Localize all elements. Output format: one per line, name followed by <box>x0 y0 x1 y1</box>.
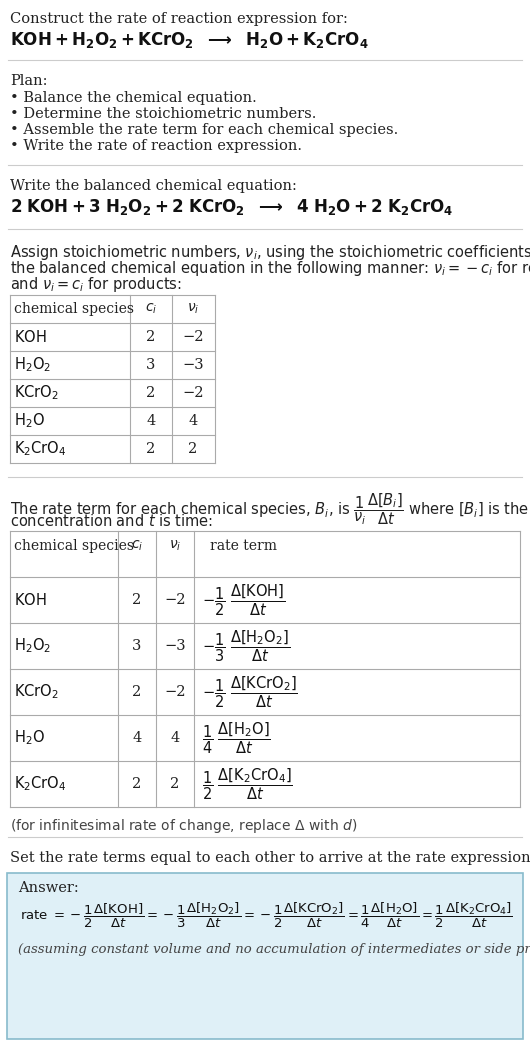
Text: Plan:: Plan: <box>10 74 48 88</box>
Text: $\mathbf{KOH + H_2O_2 + KCrO_2 \ \ \longrightarrow \ \ H_2O + K_2CrO_4}$: $\mathbf{KOH + H_2O_2 + KCrO_2 \ \ \long… <box>10 30 368 50</box>
Text: 4: 4 <box>146 414 156 428</box>
Text: $-\dfrac{1}{3}\ \dfrac{\Delta[\mathrm{H_2O_2}]}{\Delta t}$: $-\dfrac{1}{3}\ \dfrac{\Delta[\mathrm{H_… <box>202 628 290 664</box>
Text: • Assemble the rate term for each chemical species.: • Assemble the rate term for each chemic… <box>10 123 398 137</box>
Text: $\nu_i$: $\nu_i$ <box>187 302 199 316</box>
Text: $\mathrm{K_2CrO_4}$: $\mathrm{K_2CrO_4}$ <box>14 775 66 793</box>
Text: $\nu_i$: $\nu_i$ <box>169 539 181 553</box>
Text: 2: 2 <box>146 330 156 345</box>
Text: 4: 4 <box>188 414 198 428</box>
Text: −3: −3 <box>182 358 204 372</box>
Text: −3: −3 <box>164 639 186 652</box>
Text: $\mathrm{KOH}$: $\mathrm{KOH}$ <box>14 329 47 345</box>
Text: $\dfrac{1}{4}\ \dfrac{\Delta[\mathrm{H_2O}]}{\Delta t}$: $\dfrac{1}{4}\ \dfrac{\Delta[\mathrm{H_2… <box>202 720 271 756</box>
Text: $\mathbf{2\ KOH + 3\ H_2O_2 + 2\ KCrO_2 \ \ \longrightarrow \ \ 4\ H_2O + 2\ K_2: $\mathbf{2\ KOH + 3\ H_2O_2 + 2\ KCrO_2 … <box>10 197 453 217</box>
Text: • Balance the chemical equation.: • Balance the chemical equation. <box>10 91 257 105</box>
Text: −2: −2 <box>182 330 204 345</box>
Text: Set the rate terms equal to each other to arrive at the rate expression:: Set the rate terms equal to each other t… <box>10 851 530 865</box>
Text: 4: 4 <box>132 731 142 745</box>
Text: $\mathrm{H_2O}$: $\mathrm{H_2O}$ <box>14 729 45 748</box>
Text: Answer:: Answer: <box>18 881 79 895</box>
Text: 2: 2 <box>146 386 156 400</box>
Text: concentration and $t$ is time:: concentration and $t$ is time: <box>10 513 213 529</box>
Text: 2: 2 <box>132 777 142 791</box>
Text: $\mathrm{KCrO_2}$: $\mathrm{KCrO_2}$ <box>14 683 59 702</box>
Text: Assign stoichiometric numbers, $\nu_i$, using the stoichiometric coefficients, $: Assign stoichiometric numbers, $\nu_i$, … <box>10 243 530 262</box>
Text: $\mathrm{K_2CrO_4}$: $\mathrm{K_2CrO_4}$ <box>14 440 66 458</box>
Text: rate $= -\dfrac{1}{2}\dfrac{\Delta[\mathrm{KOH}]}{\Delta t}= -\dfrac{1}{3}\dfrac: rate $= -\dfrac{1}{2}\dfrac{\Delta[\math… <box>20 901 513 930</box>
Text: −2: −2 <box>182 386 204 400</box>
Text: Write the balanced chemical equation:: Write the balanced chemical equation: <box>10 179 297 193</box>
Text: 3: 3 <box>132 639 142 652</box>
Text: 2: 2 <box>146 442 156 456</box>
Text: (for infinitesimal rate of change, replace $\Delta$ with $d$): (for infinitesimal rate of change, repla… <box>10 817 357 835</box>
Text: $\mathrm{KCrO_2}$: $\mathrm{KCrO_2}$ <box>14 383 59 402</box>
Text: 4: 4 <box>170 731 180 745</box>
Text: The rate term for each chemical species, $B_i$, is $\dfrac{1}{\nu_i}\dfrac{\Delt: The rate term for each chemical species,… <box>10 491 530 526</box>
Text: $\mathrm{H_2O_2}$: $\mathrm{H_2O_2}$ <box>14 637 51 656</box>
Text: $c_i$: $c_i$ <box>131 539 143 553</box>
Text: $\mathrm{H_2O}$: $\mathrm{H_2O}$ <box>14 411 45 430</box>
Text: the balanced chemical equation in the following manner: $\nu_i = -c_i$ for react: the balanced chemical equation in the fo… <box>10 259 530 278</box>
Text: Construct the rate of reaction expression for:: Construct the rate of reaction expressio… <box>10 11 348 26</box>
Text: $\mathrm{H_2O_2}$: $\mathrm{H_2O_2}$ <box>14 356 51 375</box>
Text: rate term: rate term <box>210 539 278 553</box>
Text: 2: 2 <box>132 685 142 699</box>
Text: $\mathrm{KOH}$: $\mathrm{KOH}$ <box>14 592 47 608</box>
Text: 3: 3 <box>146 358 156 372</box>
Text: $c_i$: $c_i$ <box>145 302 157 316</box>
Text: −2: −2 <box>164 685 186 699</box>
Text: • Determine the stoichiometric numbers.: • Determine the stoichiometric numbers. <box>10 106 316 121</box>
Text: $-\dfrac{1}{2}\ \dfrac{\Delta[\mathrm{KOH}]}{\Delta t}$: $-\dfrac{1}{2}\ \dfrac{\Delta[\mathrm{KO… <box>202 583 286 618</box>
Text: 2: 2 <box>132 593 142 607</box>
Text: $-\dfrac{1}{2}\ \dfrac{\Delta[\mathrm{KCrO_2}]}{\Delta t}$: $-\dfrac{1}{2}\ \dfrac{\Delta[\mathrm{KC… <box>202 674 298 710</box>
Bar <box>7 873 523 1039</box>
Text: chemical species: chemical species <box>14 302 134 316</box>
Text: and $\nu_i = c_i$ for products:: and $\nu_i = c_i$ for products: <box>10 275 182 294</box>
Text: 2: 2 <box>188 442 198 456</box>
Text: 2: 2 <box>170 777 180 791</box>
Text: $\dfrac{1}{2}\ \dfrac{\Delta[\mathrm{K_2CrO_4}]}{\Delta t}$: $\dfrac{1}{2}\ \dfrac{\Delta[\mathrm{K_2… <box>202 766 293 802</box>
Text: • Write the rate of reaction expression.: • Write the rate of reaction expression. <box>10 139 302 153</box>
Text: −2: −2 <box>164 593 186 607</box>
Text: chemical species: chemical species <box>14 539 134 553</box>
Text: (assuming constant volume and no accumulation of intermediates or side products): (assuming constant volume and no accumul… <box>18 943 530 956</box>
